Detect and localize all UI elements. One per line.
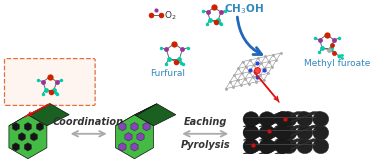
Polygon shape <box>119 122 126 131</box>
Polygon shape <box>135 104 176 126</box>
Text: Eaching: Eaching <box>184 117 227 127</box>
Ellipse shape <box>297 139 313 154</box>
Ellipse shape <box>297 125 313 140</box>
Ellipse shape <box>275 112 291 127</box>
Ellipse shape <box>281 139 297 154</box>
Polygon shape <box>275 125 321 140</box>
Ellipse shape <box>281 112 297 127</box>
Polygon shape <box>116 115 153 159</box>
Text: CH$_3$OH: CH$_3$OH <box>224 2 264 16</box>
Ellipse shape <box>259 125 275 140</box>
Text: O$_2$: O$_2$ <box>164 9 177 22</box>
Ellipse shape <box>275 125 291 140</box>
Polygon shape <box>131 122 138 131</box>
Polygon shape <box>125 133 132 141</box>
Ellipse shape <box>313 139 329 154</box>
Polygon shape <box>243 112 289 127</box>
Polygon shape <box>24 143 31 151</box>
Text: Coordination: Coordination <box>53 117 124 127</box>
Polygon shape <box>18 133 25 141</box>
FancyArrowPatch shape <box>237 17 262 55</box>
Polygon shape <box>259 112 305 127</box>
Ellipse shape <box>281 125 297 140</box>
Ellipse shape <box>259 112 275 127</box>
Text: Pyrolysis: Pyrolysis <box>180 140 230 150</box>
Polygon shape <box>275 112 321 127</box>
Ellipse shape <box>313 125 329 140</box>
Polygon shape <box>36 122 43 131</box>
Polygon shape <box>131 143 138 151</box>
Polygon shape <box>275 139 321 154</box>
Ellipse shape <box>275 139 291 154</box>
Polygon shape <box>30 133 37 141</box>
Ellipse shape <box>259 139 275 154</box>
Ellipse shape <box>243 125 259 140</box>
Ellipse shape <box>313 112 329 127</box>
Polygon shape <box>259 125 305 140</box>
Polygon shape <box>9 104 50 126</box>
Polygon shape <box>28 104 69 126</box>
Text: Furfural: Furfural <box>150 69 185 78</box>
Ellipse shape <box>243 112 259 127</box>
Polygon shape <box>12 122 19 131</box>
Polygon shape <box>243 125 289 140</box>
Ellipse shape <box>243 139 259 154</box>
Polygon shape <box>9 115 47 159</box>
Polygon shape <box>24 122 31 131</box>
Ellipse shape <box>297 112 313 127</box>
Polygon shape <box>243 139 289 154</box>
Polygon shape <box>12 143 19 151</box>
Polygon shape <box>137 133 144 141</box>
Polygon shape <box>259 139 305 154</box>
Polygon shape <box>119 143 126 151</box>
Polygon shape <box>143 122 150 131</box>
Polygon shape <box>116 104 157 126</box>
FancyBboxPatch shape <box>5 59 95 105</box>
Text: Methyl furoate: Methyl furoate <box>304 59 370 68</box>
